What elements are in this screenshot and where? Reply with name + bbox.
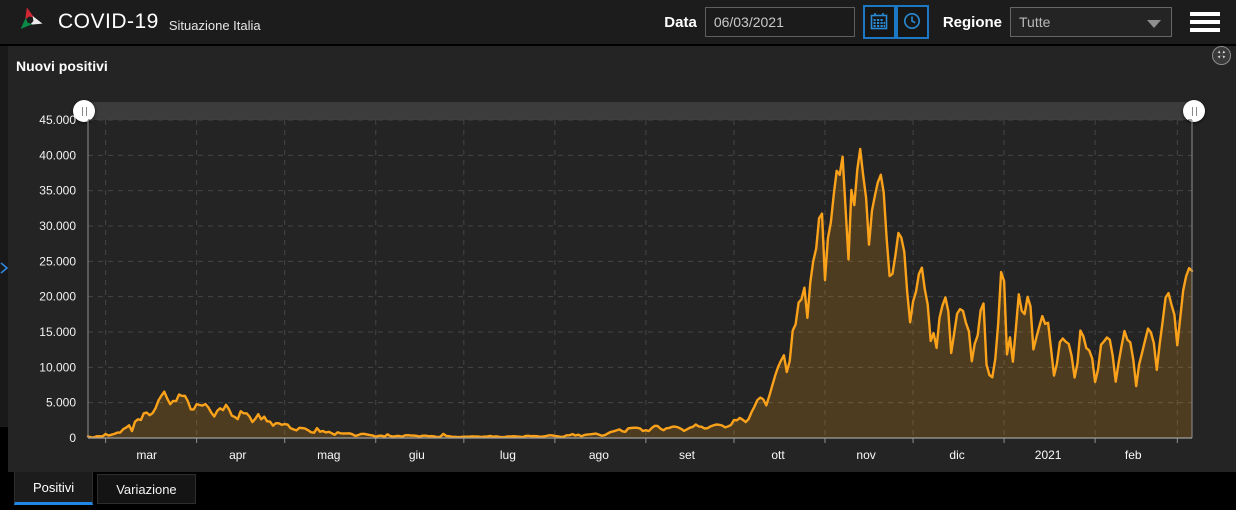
x-tick-label: lug bbox=[500, 448, 516, 462]
series-line bbox=[86, 147, 1194, 439]
y-tick-label: 15.000 bbox=[39, 325, 76, 339]
chevron-down-icon bbox=[1147, 20, 1161, 28]
chart-panel: Nuovi positivi 0 5.000 10.000 15.000 20.000 2… bbox=[8, 46, 1236, 472]
time-slider-track[interactable] bbox=[84, 102, 1194, 120]
y-tick-label: 25.000 bbox=[39, 254, 76, 268]
calendar-icon bbox=[869, 11, 889, 34]
x-tick-label: feb bbox=[1125, 448, 1142, 462]
y-tick-label: 20.000 bbox=[39, 290, 76, 304]
collapse-arrows-icon bbox=[1215, 48, 1228, 64]
chart-tabs: Positivi Variazione bbox=[8, 472, 196, 505]
x-tick-label: ott bbox=[771, 448, 785, 462]
y-tick-label: 5.000 bbox=[46, 396, 76, 410]
clock-icon bbox=[902, 11, 922, 34]
y-tick-label: 0 bbox=[69, 431, 76, 445]
y-tick-label: 10.000 bbox=[39, 360, 76, 374]
y-tick-label: 45.000 bbox=[39, 113, 76, 127]
time-slider-handle-end[interactable] bbox=[1183, 100, 1205, 122]
x-tick-label: mag bbox=[317, 448, 340, 462]
y-tick-label: 30.000 bbox=[39, 219, 76, 233]
y-tick-label: 35.000 bbox=[39, 184, 76, 198]
x-tick-label: dic bbox=[949, 448, 964, 462]
region-label: Regione bbox=[942, 13, 1002, 31]
date-input[interactable] bbox=[704, 7, 855, 37]
protezione-civile-logo-icon bbox=[16, 5, 44, 40]
header-bar: COVID-19 Situazione Italia Data bbox=[0, 0, 1236, 44]
x-tick-label: nov bbox=[856, 448, 875, 462]
x-tick-label: mar bbox=[136, 448, 157, 462]
time-slider-handle-start[interactable] bbox=[73, 100, 95, 122]
x-tick-label: 2021 bbox=[1035, 448, 1062, 462]
region-select[interactable]: Tutte bbox=[1010, 7, 1172, 37]
tab-variazione[interactable]: Variazione bbox=[97, 474, 196, 504]
tab-positivi[interactable]: Positivi bbox=[14, 472, 94, 505]
area-fill bbox=[88, 149, 1192, 438]
collapsed-side-panel bbox=[0, 46, 8, 427]
date-label: Data bbox=[664, 13, 697, 31]
x-tick-label: set bbox=[679, 448, 696, 462]
collapse-panel-button[interactable] bbox=[1212, 46, 1231, 65]
y-tick-label: 40.000 bbox=[39, 148, 76, 162]
expand-panel-chevron-icon[interactable] bbox=[0, 260, 10, 276]
chart-title: Nuovi positivi bbox=[16, 58, 108, 74]
time-button[interactable] bbox=[895, 5, 929, 39]
app-subtitle: Situazione Italia bbox=[168, 17, 261, 33]
x-tick-label: giu bbox=[409, 448, 425, 462]
region-select-value: Tutte bbox=[1019, 14, 1051, 30]
app-title: COVID-19 bbox=[58, 10, 159, 33]
calendar-button[interactable] bbox=[862, 5, 896, 39]
menu-button[interactable] bbox=[1190, 11, 1220, 33]
x-tick-label: ago bbox=[589, 448, 609, 462]
new-positives-area-chart[interactable]: 0 5.000 10.000 15.000 20.000 25.000 30.000 35.0… bbox=[8, 46, 1236, 472]
x-tick-label: apr bbox=[229, 448, 246, 462]
